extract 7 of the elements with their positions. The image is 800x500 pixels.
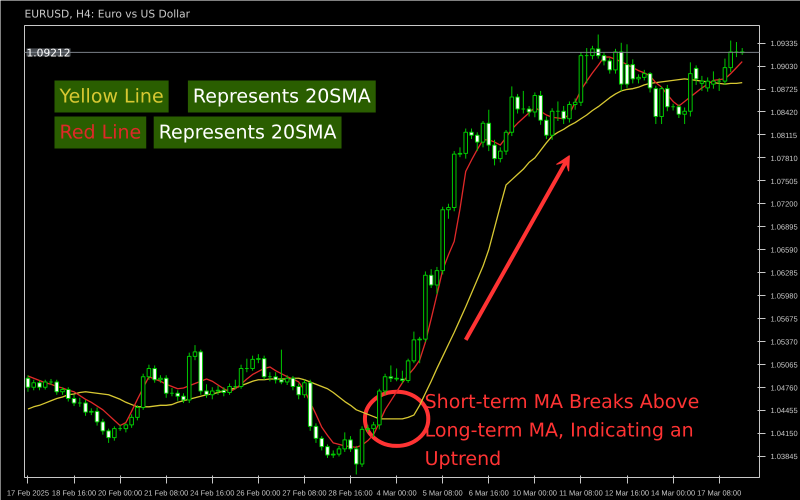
annotation: Short-term MA Breaks Above Long-term MA, Indicating an Uptrend — [424, 390, 700, 470]
text: Red Line — [60, 122, 142, 144]
text: Yellow Line — [58, 86, 164, 108]
annotation: Represents 20SMA — [192, 86, 371, 108]
ref-line-label: 1.09212 — [26, 46, 71, 60]
chart-title: EURUSD, H4: Euro vs US Dollar — [24, 8, 191, 20]
annotation: Represents 20SMA — [158, 122, 337, 144]
